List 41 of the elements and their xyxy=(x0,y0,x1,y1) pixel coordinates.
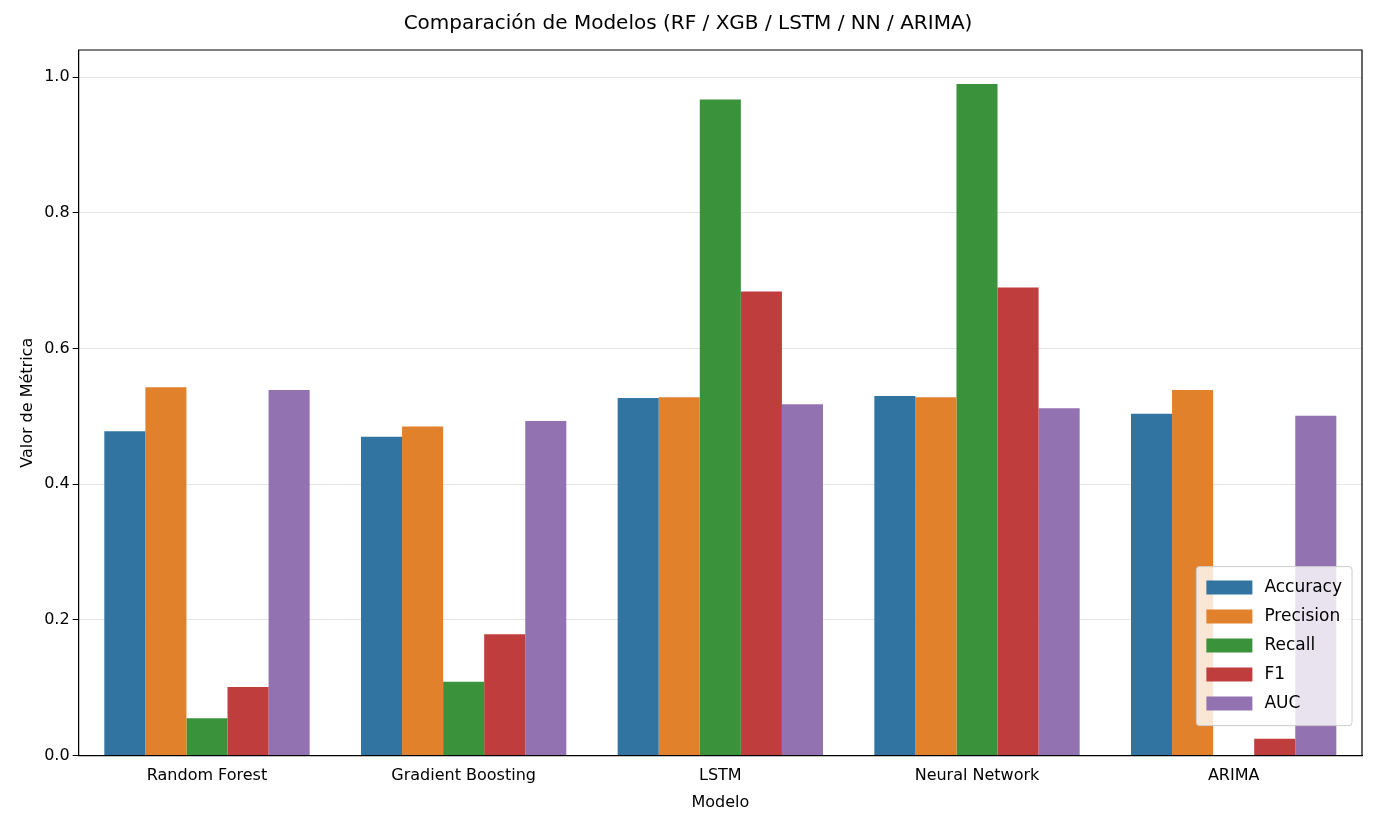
bar xyxy=(915,397,957,756)
x-tick-label: Neural Network xyxy=(914,765,1041,785)
x-axis-title: Modelo xyxy=(691,791,750,811)
bar xyxy=(104,431,146,756)
y-tick-label: 1.0 xyxy=(44,66,70,86)
bar xyxy=(402,426,444,756)
legend-label: Recall xyxy=(1264,634,1316,655)
bar xyxy=(1038,408,1080,756)
bar xyxy=(699,99,741,756)
y-tick-label: 0.6 xyxy=(44,337,70,357)
x-tick-label: Random Forest xyxy=(146,765,268,785)
bar xyxy=(1254,738,1296,756)
x-tick-label: ARIMA xyxy=(1207,765,1260,785)
legend-label: F1 xyxy=(1264,663,1285,684)
bar xyxy=(874,396,916,756)
y-tick-label: 0.0 xyxy=(44,744,70,764)
bar xyxy=(740,291,782,756)
y-tick-label: 0.4 xyxy=(44,473,70,493)
chart-title: Comparación de Modelos (RF / XGB / LSTM / NN / ARIMA) xyxy=(403,10,973,35)
bar xyxy=(484,634,526,756)
bar xyxy=(956,83,998,756)
bar xyxy=(227,687,269,756)
bar xyxy=(997,287,1039,756)
legend-label: AUC xyxy=(1264,692,1301,713)
legend-label: Precision xyxy=(1264,605,1341,626)
legend-label: Accuracy xyxy=(1264,576,1343,597)
bar xyxy=(525,421,567,756)
bar xyxy=(617,398,659,756)
bar xyxy=(1131,413,1173,756)
x-tick-label: LSTM xyxy=(698,765,742,785)
y-tick-label: 0.2 xyxy=(44,609,70,629)
bar xyxy=(658,397,700,756)
bar xyxy=(781,404,823,756)
bar xyxy=(268,389,310,756)
y-tick-label: 0.8 xyxy=(44,201,70,221)
x-tick-label: Gradient Boosting xyxy=(391,765,536,785)
bar xyxy=(443,681,485,756)
y-axis-title: Valor de Métrica xyxy=(16,337,36,468)
bar xyxy=(360,436,403,756)
bar xyxy=(186,718,228,756)
bar xyxy=(145,387,187,756)
